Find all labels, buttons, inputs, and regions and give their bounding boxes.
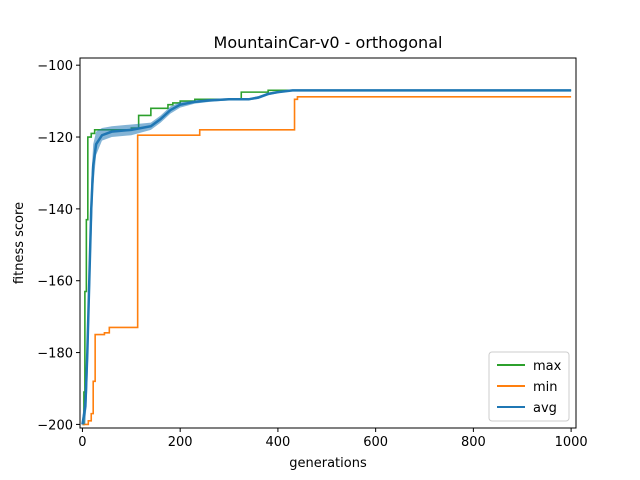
y-tick-label: −180 [37,347,73,362]
y-tick-label: −140 [37,203,73,218]
axis-ticks: 0 200 400 600 800 1000 −100 −120 −140 −160 −180 −20… [37,59,587,450]
x-tick-label: 600 [363,435,388,450]
legend-label-min: min [533,380,558,395]
y-tick-label: −160 [37,275,73,290]
y-axis-label: fitness score [12,202,27,284]
x-tick-label: 1000 [555,435,588,450]
axes-frame [79,57,577,429]
legend-label-max: max [533,359,562,374]
x-tick-label: 200 [168,435,193,450]
legend: max min avg [488,351,570,422]
y-tick-label: −120 [37,131,73,146]
x-axis-label: generations [289,456,367,471]
series-group [81,89,572,426]
y-tick-label: −200 [37,418,73,433]
series-line-min [82,95,572,426]
legend-label-avg: avg [533,401,557,416]
y-tick-label: −100 [37,59,73,74]
chart-marks [81,89,572,426]
x-tick-label: 400 [265,435,290,450]
x-tick-label: 800 [461,435,486,450]
chart-title: MountainCar-v0 - orthogonal [214,33,443,52]
series-line-avg [81,89,572,425]
legend-box [488,351,570,422]
x-tick-label: 0 [78,435,86,450]
